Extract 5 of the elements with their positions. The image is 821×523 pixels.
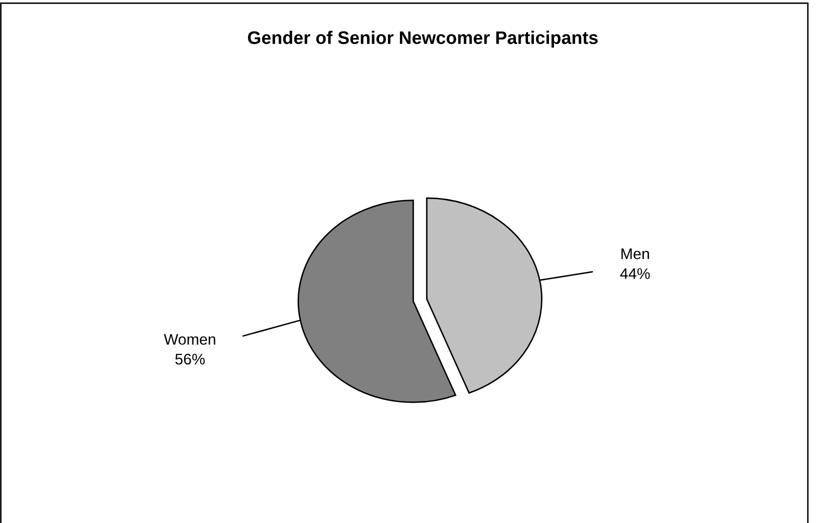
chart-title: Gender of Senior Newcomer Participants	[248, 30, 598, 48]
slice-label: Men	[621, 248, 649, 260]
slice-label: Women	[164, 334, 216, 345]
data-label: 44%	[620, 268, 650, 279]
data-label: 56%	[175, 354, 205, 365]
